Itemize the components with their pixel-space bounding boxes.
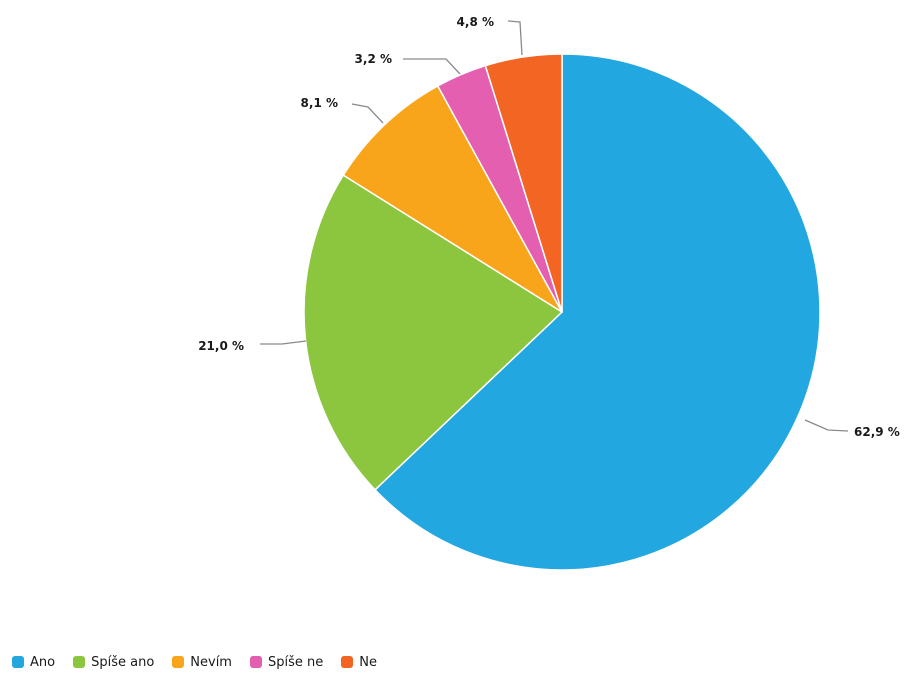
legend-swatch-3 xyxy=(249,656,262,668)
leader-line-3 xyxy=(403,58,461,75)
legend: Ano Spíše ano Nevím Spíše ne Ne xyxy=(12,652,377,672)
data-label-2: 8,1 % xyxy=(301,96,338,110)
data-label-1: 21,0 % xyxy=(198,339,244,353)
leader-line-0 xyxy=(804,419,849,432)
legend-item-2[interactable]: Nevím xyxy=(172,655,232,670)
pie-slice-2 xyxy=(342,85,563,313)
data-label-3: 3,2 % xyxy=(355,52,392,66)
legend-label-0: Ano xyxy=(30,654,56,670)
legend-swatch-2 xyxy=(172,656,185,668)
legend-item-4[interactable]: Ne xyxy=(341,655,377,670)
legend-label-4: Ne xyxy=(359,654,377,670)
data-label-4: 4,8 % xyxy=(457,15,494,29)
data-label-0: 62,9 % xyxy=(854,425,900,439)
legend-swatch-0 xyxy=(12,656,24,668)
legend-swatch-1 xyxy=(73,656,86,668)
leader-line-1 xyxy=(260,340,307,345)
pie-slice-4 xyxy=(484,53,563,313)
legend-label-1: Spíše ano xyxy=(91,654,155,670)
legend-label-2: Nevím xyxy=(190,654,232,670)
leader-lines xyxy=(260,20,849,432)
data-labels: 62,9 % 21,0 % 8,1 % 3,2 % 4,8 % xyxy=(198,15,900,439)
legend-swatch-4 xyxy=(341,656,354,668)
leader-line-4 xyxy=(507,20,523,56)
legend-label-3: Spíše ne xyxy=(267,654,324,670)
pie-slice-0 xyxy=(374,53,821,571)
pie-slice-1 xyxy=(303,174,563,491)
pie-slices xyxy=(303,53,821,571)
legend-item-3[interactable]: Spíše ne xyxy=(249,654,324,670)
leader-line-2 xyxy=(351,103,384,124)
legend-item-1[interactable]: Spíše ano xyxy=(73,655,154,670)
legend-item-0[interactable]: Ano xyxy=(12,655,55,670)
